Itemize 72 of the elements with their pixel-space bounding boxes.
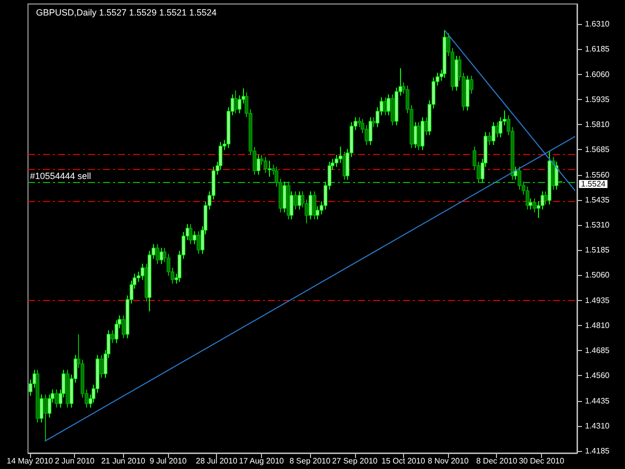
y-tick-label: 1.6310	[585, 20, 610, 29]
candlestick	[160, 247, 164, 264]
candlestick	[416, 122, 420, 151]
candlestick	[470, 75, 474, 94]
candlestick	[294, 190, 298, 210]
y-tick-label: 1.4185	[585, 446, 610, 456]
text: 1.5524	[581, 179, 606, 188]
candlestick	[338, 146, 342, 164]
candlestick	[122, 314, 126, 339]
candlestick	[234, 90, 238, 114]
ref-line-label: #10554444 sell	[30, 171, 92, 181]
candlestick	[264, 156, 268, 174]
candlestick	[528, 198, 532, 210]
candlestick	[298, 190, 302, 210]
y-tick-label: 1.4685	[585, 346, 610, 356]
x-tick-label: 8 Sep 2010	[290, 456, 331, 466]
y-tick-label: 1.5185	[585, 246, 610, 255]
y-tick-label: 1.5560	[585, 170, 610, 180]
candlestick	[256, 154, 260, 176]
candlestick	[54, 389, 58, 408]
x-tick-label: 14 May 2010	[6, 456, 54, 466]
candlestick	[40, 394, 44, 423]
y-tick-label: 1.4560	[585, 371, 610, 380]
y-tick-label: 1.5935	[585, 94, 610, 104]
candlestick	[114, 320, 118, 344]
candlestick	[390, 94, 394, 126]
candlestick	[140, 263, 144, 280]
candlestick	[312, 190, 316, 220]
x-tick-label: 30 Dec 2010	[518, 456, 565, 466]
candlestick	[268, 160, 272, 178]
x-tick-label: 28 Jul 2010	[196, 456, 238, 466]
candlestick	[156, 244, 160, 264]
x-tick-label: 17 Aug 2010	[238, 456, 284, 466]
x-tick-label: 9 Jul 2010	[150, 456, 188, 466]
candlestick	[308, 190, 312, 220]
y-tick-label: 1.4810	[585, 320, 610, 330]
candlestick	[316, 206, 320, 220]
x-tick-label: 8 Nov 2010	[428, 456, 470, 466]
candlestick	[282, 181, 286, 213]
y-tick-label: 1.5810	[585, 120, 610, 130]
candlestick	[492, 122, 496, 146]
candlestick	[196, 230, 200, 254]
candlestick	[290, 190, 294, 220]
candlestick	[372, 116, 376, 128]
candlestick	[514, 166, 518, 180]
candlestick	[532, 198, 536, 213]
candlestick	[100, 354, 104, 378]
candlestick	[192, 230, 196, 245]
x-tick-label: 2 Jun 2010	[54, 456, 96, 466]
x-tick-label: 8 Dec 2010	[476, 456, 518, 466]
x-tick-label: 21 Jun 2010	[101, 456, 146, 466]
y-tick-label: 1.4435	[585, 396, 610, 406]
candlestick	[386, 94, 390, 116]
y-tick-label: 1.6060	[585, 70, 610, 79]
candlestick	[368, 116, 372, 146]
candlestick	[488, 132, 492, 146]
candlestick	[44, 394, 48, 442]
candlestick	[518, 166, 522, 190]
y-tick-label: 1.4935	[585, 296, 610, 305]
y-tick-label: 1.4310	[585, 421, 610, 430]
y-tick-label: 1.5310	[585, 220, 610, 230]
y-tick-label: 1.5685	[585, 145, 610, 154]
x-tick-label: 27 Sep 2010	[332, 456, 378, 466]
candlestick	[188, 224, 192, 245]
y-tick-label: 1.6185	[585, 44, 610, 54]
candlestick	[544, 190, 548, 205]
chart-title: GBPUSD,Daily 1.5527 1.5529 1.5521 1.5524	[36, 8, 217, 18]
y-tick-label: 1.5435	[585, 195, 610, 204]
x-tick-label: 15 Oct 2010	[382, 456, 426, 466]
candlestick	[554, 161, 558, 190]
candlestick	[110, 330, 114, 344]
y-tick-label: 1.5060	[585, 270, 610, 280]
